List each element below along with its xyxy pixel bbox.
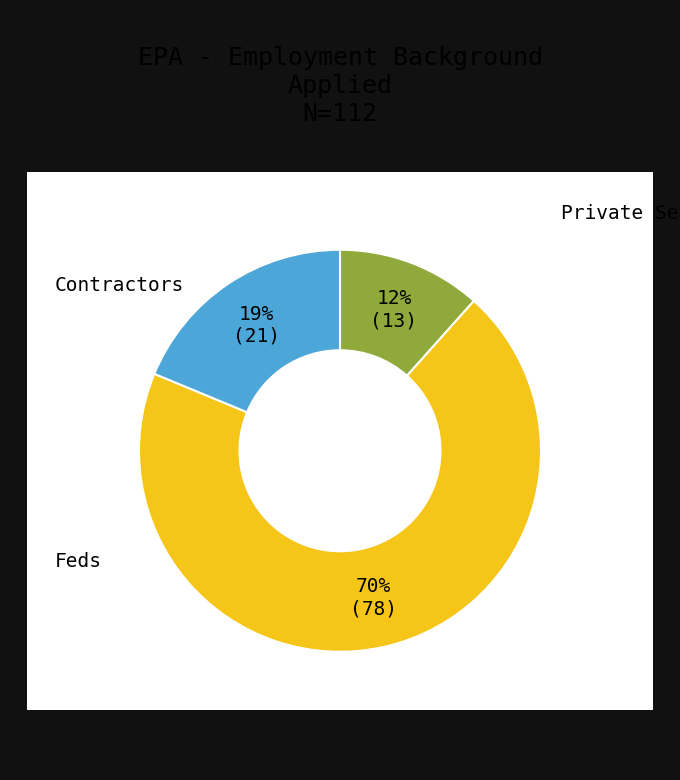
Text: 70%
(78): 70% (78) [350,577,397,619]
Wedge shape [340,250,474,376]
Wedge shape [154,250,340,413]
Text: EPA - Employment Background
Applied
N=112: EPA - Employment Background Applied N=11… [137,46,543,126]
Text: 12%
(13): 12% (13) [371,289,418,331]
Text: Contractors: Contractors [54,276,184,296]
Wedge shape [139,301,541,652]
Text: 19%
(21): 19% (21) [233,305,279,346]
Text: Private Sector: Private Sector [561,204,680,223]
Text: Feds: Feds [54,551,101,571]
